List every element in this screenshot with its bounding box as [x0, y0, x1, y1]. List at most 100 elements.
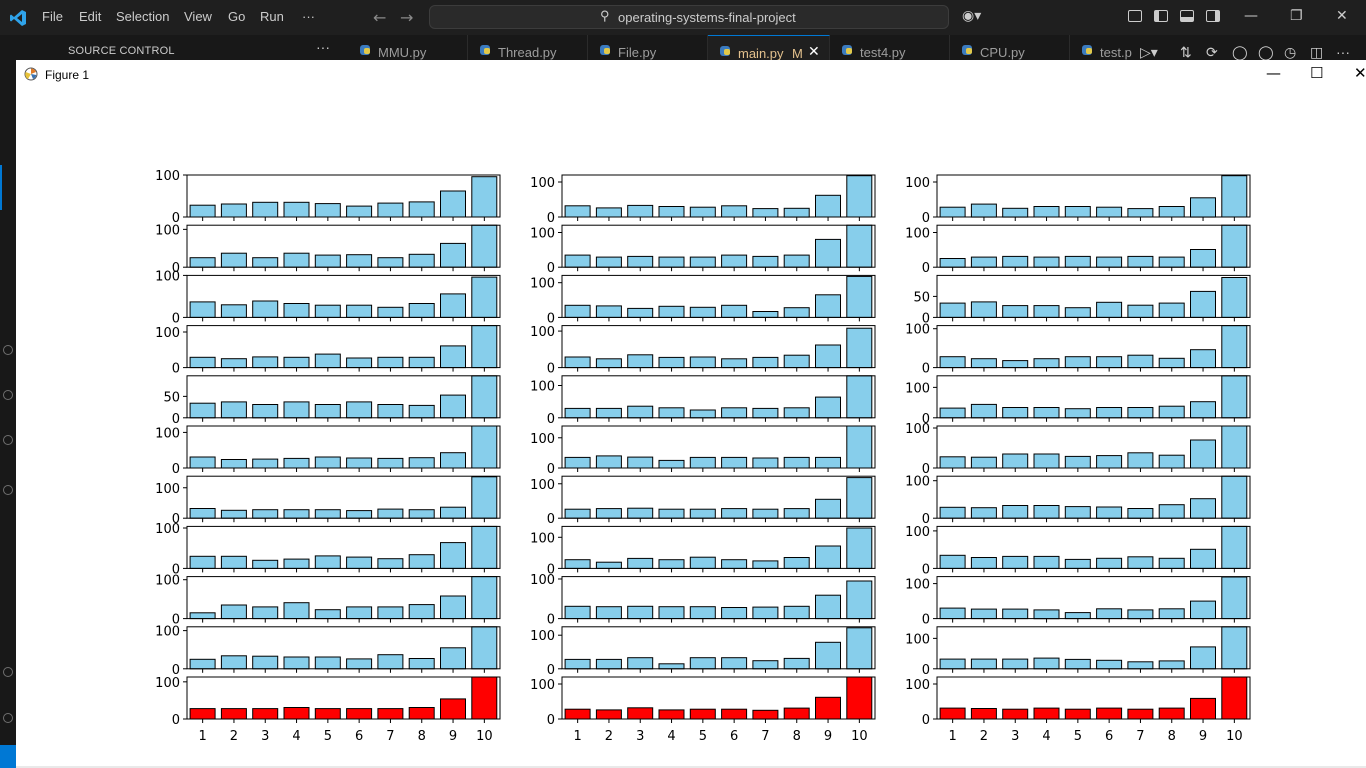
tab-test[interactable]: test.p: [1070, 35, 1140, 61]
bar: [1191, 198, 1216, 217]
bar: [722, 305, 747, 317]
bar: [722, 255, 747, 267]
bar: [659, 257, 684, 267]
x-tick-label: 2: [980, 729, 988, 744]
x-tick-label: 3: [1011, 729, 1019, 744]
tab-test4[interactable]: test4.py: [830, 35, 950, 61]
bar: [1128, 256, 1153, 267]
tab-mmu[interactable]: MMU.py: [348, 35, 468, 61]
bar: [784, 708, 809, 719]
copilot-icon[interactable]: ◉▾: [962, 8, 981, 24]
bar: [253, 459, 278, 468]
bar: [628, 508, 653, 518]
menu-file[interactable]: File: [42, 9, 63, 24]
bar: [409, 708, 434, 720]
bar: [690, 307, 715, 317]
bar: [784, 255, 809, 267]
bar: [565, 560, 590, 569]
menu-run[interactable]: Run: [260, 9, 284, 24]
bar: [940, 708, 965, 719]
editor-more-icon[interactable]: ···: [1336, 44, 1350, 60]
close-window-icon[interactable]: ✕: [1336, 8, 1348, 24]
menu-more[interactable]: ···: [302, 9, 315, 24]
next-change-icon[interactable]: ◯: [1258, 44, 1274, 61]
tab-cpu[interactable]: CPU.py: [950, 35, 1070, 61]
previous-change-icon[interactable]: ◯: [1232, 44, 1248, 61]
bar: [1034, 408, 1059, 418]
y-tick-label: 100: [530, 678, 555, 693]
minimize-icon[interactable]: —: [1244, 8, 1258, 24]
bar: [441, 243, 466, 267]
menu-go[interactable]: Go: [228, 9, 245, 24]
customize-layout-icon[interactable]: [1128, 10, 1142, 22]
tab-file[interactable]: File.py: [588, 35, 708, 61]
bar: [816, 195, 841, 217]
menu-view[interactable]: View: [184, 9, 212, 24]
bar: [1065, 559, 1090, 568]
menu-selection[interactable]: Selection: [116, 9, 169, 24]
bar: [847, 328, 872, 367]
compare-changes-icon[interactable]: ⇅: [1180, 44, 1192, 61]
activity-icon[interactable]: [3, 345, 13, 355]
bar: [1034, 506, 1059, 519]
account-icon[interactable]: [3, 667, 13, 677]
remote-indicator[interactable]: [0, 745, 16, 768]
bar: [441, 294, 466, 318]
bar: [409, 458, 434, 468]
forward-arrow-icon[interactable]: →: [400, 8, 413, 27]
x-tick-label: 8: [418, 729, 426, 744]
y-tick-label: 100: [905, 525, 930, 540]
run-python-icon[interactable]: ▷▾: [1140, 44, 1158, 61]
split-editor-icon[interactable]: ◫: [1310, 44, 1323, 61]
open-changes-icon[interactable]: ⟳: [1206, 44, 1218, 61]
bar: [1034, 610, 1059, 619]
bar: [190, 403, 215, 418]
activity-icon[interactable]: [3, 435, 13, 445]
toggle-panel-icon[interactable]: [1180, 10, 1194, 22]
tab-thread[interactable]: Thread.py: [468, 35, 588, 61]
bar: [1034, 207, 1059, 218]
bar: [315, 610, 340, 619]
bar: [722, 608, 747, 619]
python-file-icon: [600, 45, 610, 55]
toggle-secondary-sidebar-icon[interactable]: [1206, 10, 1220, 22]
bar: [940, 259, 965, 268]
bar: [1128, 408, 1153, 418]
menu-edit[interactable]: Edit: [79, 9, 101, 24]
bar: [1159, 406, 1184, 418]
manage-gear-icon[interactable]: [3, 713, 13, 723]
x-tick-label: 1: [199, 729, 207, 744]
sidebar-more-icon[interactable]: ···: [316, 39, 330, 55]
bar-chart-grid: 0100010001000100010001000100010005001000…: [16, 60, 1366, 768]
bar: [1003, 609, 1028, 619]
activity-icon[interactable]: [3, 390, 13, 400]
bar: [378, 559, 403, 569]
bar: [1097, 408, 1122, 418]
bar: [190, 509, 215, 519]
bar: [1003, 361, 1028, 368]
y-tick-label: 0: [922, 562, 930, 577]
bar: [1065, 709, 1090, 719]
bar: [1034, 658, 1059, 669]
timeline-icon[interactable]: ◷: [1284, 44, 1296, 61]
vscode-title-bar: File Edit Selection View Go Run ··· ← → …: [0, 0, 1366, 35]
tab-main[interactable]: main.py M ✕: [708, 35, 830, 61]
bar: [722, 658, 747, 669]
restore-icon[interactable]: ❐: [1290, 8, 1303, 24]
toggle-sidebar-icon[interactable]: [1154, 10, 1168, 22]
y-tick-label: 100: [905, 226, 930, 241]
bar: [784, 408, 809, 418]
bar: [472, 627, 497, 669]
bar: [472, 277, 497, 317]
bar: [378, 607, 403, 619]
bar: [1097, 456, 1122, 468]
back-arrow-icon[interactable]: ←: [373, 8, 386, 27]
close-tab-icon[interactable]: ✕: [808, 43, 820, 60]
bar: [753, 607, 778, 619]
command-center-search[interactable]: ⚲ operating-systems-final-project: [429, 5, 949, 29]
activity-bar: [0, 35, 16, 768]
activity-icon[interactable]: [3, 485, 13, 495]
bar: [971, 457, 996, 468]
bar: [253, 202, 278, 217]
x-tick-label: 9: [824, 729, 832, 744]
